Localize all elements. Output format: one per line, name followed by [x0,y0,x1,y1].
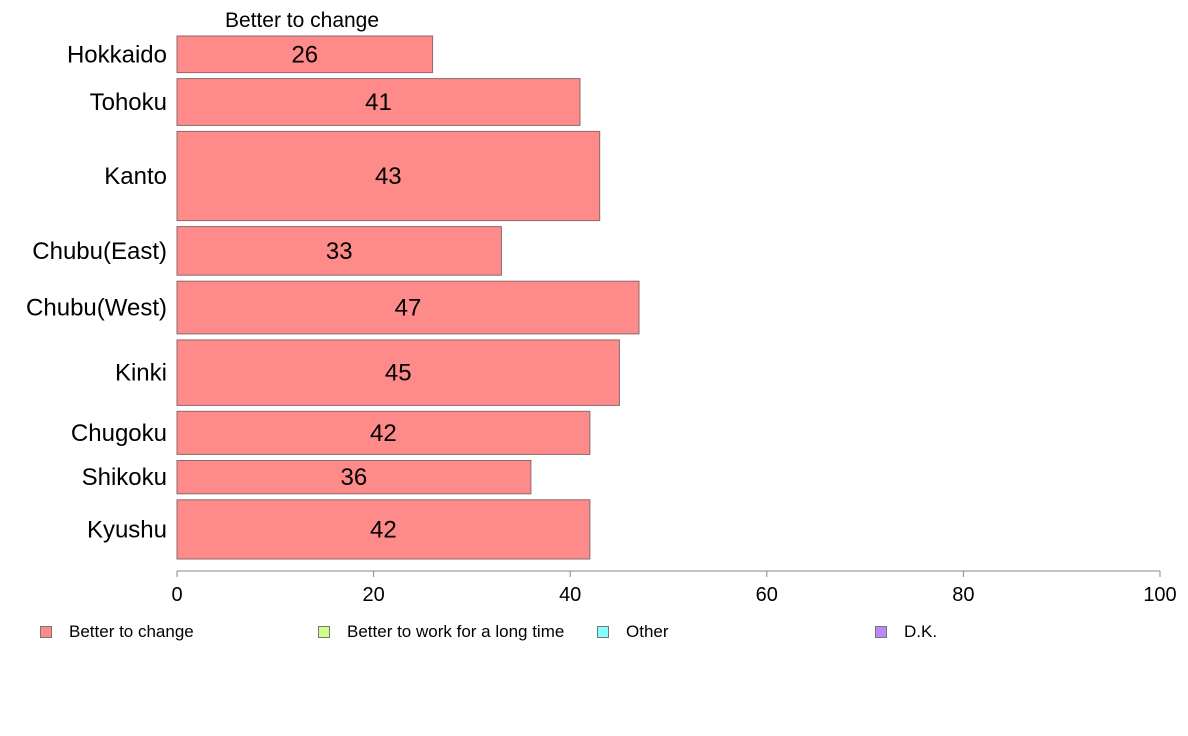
data-label-kanto: 43 [375,163,402,190]
bar-kinki [176,339,620,406]
legend: Better to change Better to work for a lo… [0,622,1188,646]
legend-item-dk: D.K. [875,622,937,642]
column-header: Better to change [225,9,379,32]
data-label-chubu-east: 33 [326,238,353,265]
x-tick-label: 20 [362,584,384,606]
legend-item-other: Other [597,622,669,642]
bar-shikoku [176,460,532,495]
data-label-chubu-west: 47 [395,295,422,322]
x-tick-label: 100 [1143,584,1176,606]
category-label-chubu-east: Chubu(East) [32,238,167,265]
legend-swatch [875,626,887,638]
legend-swatch [597,626,609,638]
bar-kyushu [176,499,591,560]
bar-kanto [176,130,601,222]
data-label-hokkaido: 26 [291,41,318,68]
data-label-tohoku: 41 [365,89,392,116]
bar-hokkaido [176,35,434,74]
bar-chugoku [176,410,591,455]
data-label-kyushu: 42 [370,516,397,543]
legend-label: Other [626,622,669,641]
bar-chubu-east [176,226,502,276]
x-tick-label: 60 [756,584,778,606]
category-label-chugoku: Chugoku [71,420,167,447]
legend-swatch [40,626,52,638]
legend-label: D.K. [904,622,938,641]
legend-item-better-to-work-long: Better to work for a long time [318,622,564,642]
data-label-shikoku: 36 [341,464,368,491]
legend-swatch [318,626,330,638]
x-tick-label: 80 [952,584,974,606]
bars-group: Hokkaido 26 Tohoku 41 Kanto 43 Chubu(East) 33 Ch… [26,35,640,560]
legend-label: Better to work for a long time [347,622,565,641]
x-tick-label: 40 [559,584,581,606]
x-axis: 0 20 40 60 80 100 [171,570,1177,606]
category-label-tohoku: Tohoku [90,89,167,116]
category-label-kanto: Kanto [104,163,167,190]
bar-tohoku [176,78,581,126]
x-tick-label: 0 [171,584,182,606]
legend-label: Better to change [69,622,194,641]
category-label-kinki: Kinki [115,360,167,387]
category-label-chubu-west: Chubu(West) [26,295,167,322]
bar-chubu-west [176,280,640,335]
data-label-kinki: 45 [385,360,412,387]
category-label-kyushu: Kyushu [87,516,167,543]
data-label-chugoku: 42 [370,420,397,447]
category-label-hokkaido: Hokkaido [67,41,167,68]
legend-item-better-to-change: Better to change [40,622,194,642]
category-label-shikoku: Shikoku [82,464,167,491]
